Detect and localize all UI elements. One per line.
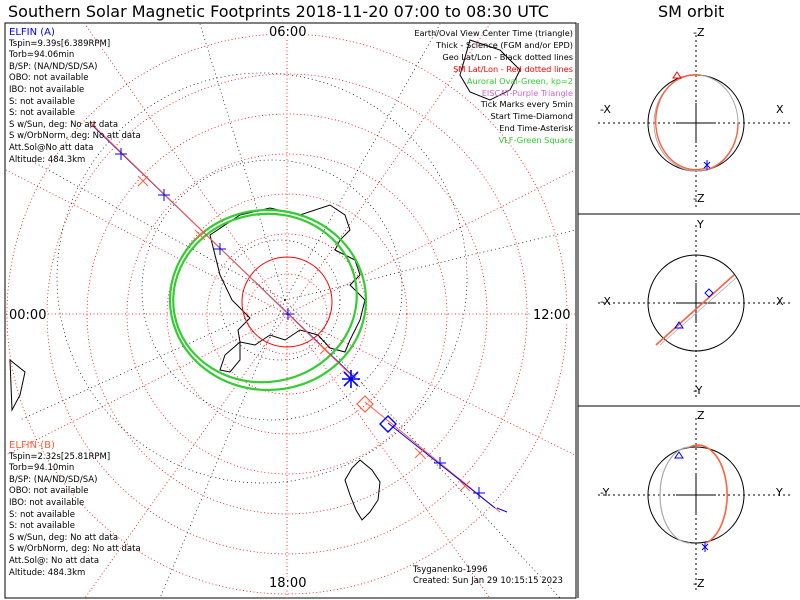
legend-item: EISCAT-Purple Triangle — [481, 87, 573, 98]
sm-yz-top-label: Z — [697, 409, 705, 422]
elfin-a-line: Torb=94.06min — [9, 50, 75, 61]
elfin-b-line: S w/Sun, deg: No att data — [9, 532, 119, 543]
elfin-a-line: OBO: not available — [9, 73, 89, 84]
elfin-b-line: B/SP: (NA/ND/SD/SA) — [9, 474, 98, 485]
sm-orbit-panel-yz — [598, 418, 792, 592]
sm-xy-right-label: X — [776, 295, 784, 308]
elfin-b-line: Att.Sol@: No att data — [9, 555, 100, 566]
time-label-left: 00:00 — [8, 308, 48, 323]
elfin-b-info: ELFIN (B) Tspin=2.32s[25.81RPM] Torb=94.… — [9, 440, 141, 579]
elfin-b-line: S: not available — [9, 509, 75, 520]
elfin-a-line: S: not available — [9, 108, 75, 119]
antarctica-coastline — [209, 204, 366, 373]
geo-grid-lines — [19, 23, 576, 599]
legend-item: Auroral Oval-Green, kp=2 — [466, 75, 573, 86]
elfin-a-line: Att.Sol@No att data — [9, 142, 94, 153]
sm-pole-circle — [241, 256, 333, 348]
track-b-ticks — [137, 175, 471, 492]
track-elfin-b-upper — [95, 127, 353, 377]
elfin-b-line: OBO: not available — [9, 486, 89, 497]
elfin-b-line: Torb=94.10min — [9, 463, 75, 474]
credit-block: Tsyganenko-1996 Created: Sun Jan 29 10:1… — [413, 565, 563, 587]
elfin-b-line: IBO: not available — [9, 497, 85, 508]
time-label-right: 12:00 — [532, 308, 572, 323]
elfin-a-line: B/SP: (NA/ND/SD/SA) — [9, 61, 98, 72]
legend-item: Thick - Science (FGM and/or EPD) — [436, 39, 573, 50]
legend-item: Tick Marks every 5min — [480, 99, 573, 110]
elfin-b-name: ELFIN (B) — [9, 440, 55, 451]
auroral-oval-inner — [168, 208, 368, 392]
australia-coastline — [459, 39, 521, 101]
south-america-coastline — [344, 459, 381, 521]
elfin-b-line: S: not available — [9, 521, 75, 532]
created-timestamp: Created: Sun Jan 29 10:15:15 2023 — [413, 576, 563, 586]
sm-xy-top-label: Y — [697, 218, 704, 231]
elfin-a-line: Altitude: 484.3km — [9, 154, 86, 165]
plot-title: Southern Solar Magnetic Footprints 2018-… — [8, 2, 549, 21]
elfin-a-line: S w/OrbNorm, deg: No att data — [9, 131, 141, 142]
elfin-a-line: S: not available — [9, 96, 75, 107]
southern-africa-coastline — [9, 358, 26, 412]
legend-item: VLF-Green Square — [498, 135, 573, 146]
track-elfin-a-lower — [387, 422, 496, 509]
sm-orbit-panel-xz — [598, 35, 792, 210]
elfin-a-line: S w/Sun, deg: No att data — [9, 119, 119, 130]
elfin-b-line: Tspin=2.32s[25.81RPM] — [9, 451, 111, 462]
sm-xz-top-label: -Z — [693, 26, 705, 39]
elfin-b-line: Altitude: 484.3km — [9, 567, 86, 578]
sm-yz-left-label: -Y — [600, 486, 610, 499]
legend-item: End Time-Asterisk — [499, 123, 573, 134]
sm-yz-right-label: Y — [776, 486, 783, 499]
time-label-top: 06:00 — [268, 25, 308, 40]
legend-item: SM Lat/Lon - Red dotted lines — [453, 63, 573, 74]
legend-item: Geo Lat/Lon - Black dotted lines — [442, 51, 573, 62]
track-a-end-asterisk — [342, 370, 360, 388]
sm-xy-left-label: -X — [600, 295, 611, 308]
legend-item: Earth/Oval View Center Time (triangle) — [414, 28, 573, 38]
sm-xz-right-label: X — [776, 103, 784, 116]
track-a-start-diamond — [379, 415, 397, 433]
elfin-a-name: ELFIN (A) — [9, 27, 55, 38]
elfin-a-line: Tspin=9.39s[6.389RPM] — [9, 38, 111, 49]
track-b-start-diamond — [356, 395, 374, 413]
sm-xy-bottom-label: -Y — [693, 384, 703, 397]
track-a-ticks — [115, 148, 485, 499]
map-legend: Earth/Oval View Center Time (triangle) T… — [414, 28, 573, 147]
sm-orbit-title: SM orbit — [658, 2, 725, 21]
sm-longitude-lines — [5, 23, 576, 599]
time-label-bottom: 18:00 — [268, 576, 308, 591]
elfin-b-line: S w/OrbNorm, deg: No att data — [9, 544, 141, 555]
sm-yz-bottom-label: -Z — [693, 577, 705, 590]
legend-item: Start Time-Diamond — [490, 111, 573, 122]
elfin-a-line: IBO: not available — [9, 84, 85, 95]
model-name: Tsyganenko-1996 — [413, 565, 488, 575]
sm-xz-bottom-label: -Z — [693, 192, 705, 205]
map-frame — [4, 22, 577, 599]
elfin-a-info: ELFIN (A) Tspin=9.39s[6.389RPM] Torb=94.… — [9, 27, 141, 166]
sm-xz-left-label: -X — [600, 103, 611, 116]
track-ends-top — [89, 121, 508, 513]
sm-orbit-panel-xy — [598, 225, 792, 400]
auroral-oval-outer — [172, 212, 358, 384]
